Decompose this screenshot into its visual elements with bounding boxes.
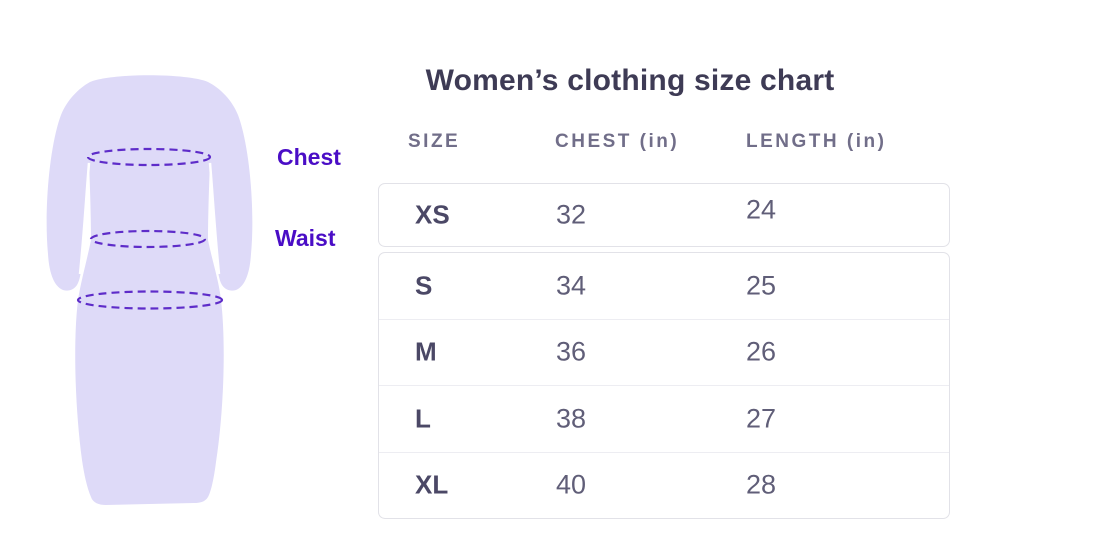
hip-measure-line [76,290,224,310]
table-row-s: S 34 25 [379,253,949,319]
size-cell: L [415,403,431,434]
length-cell: 26 [746,336,777,367]
table-row-xl: XL 40 28 [379,451,949,519]
length-cell: 24 [746,194,777,225]
length-cell: 27 [746,403,777,434]
dress-silhouette [46,75,253,505]
column-header-length: LENGTH (in) [746,131,887,152]
waist-measure-line [89,229,207,249]
dress-illustration [46,75,253,505]
table-row-l: L 38 27 [379,385,949,452]
size-cell: XL [415,469,449,500]
table-row-xs: XS 32 24 [379,184,949,246]
size-table-rows-box: S 34 25 M 36 26 L 38 27 XL 40 28 [378,252,950,519]
size-cell: S [415,270,433,301]
chest-label: Chest [277,144,341,170]
size-cell: M [415,336,437,367]
page-title: Women’s clothing size chart [425,64,835,97]
length-cell: 28 [746,469,777,500]
waist-label: Waist [275,225,336,251]
chest-cell: 34 [556,270,587,301]
length-cell: 25 [746,270,777,301]
size-cell: XS [415,199,450,230]
chest-cell: 40 [556,469,587,500]
left-sleeve-seam [78,162,91,275]
chest-cell: 36 [556,336,587,367]
column-header-size: SIZE [408,131,461,152]
chest-measure-line [86,147,212,167]
size-table-first-row-box: XS 32 24 [378,183,950,247]
chest-cell: 32 [556,199,587,230]
column-header-chest: CHEST (in) [555,131,680,152]
chest-cell: 38 [556,403,587,434]
right-sleeve-seam [208,162,221,275]
table-row-m: M 36 26 [379,318,949,386]
